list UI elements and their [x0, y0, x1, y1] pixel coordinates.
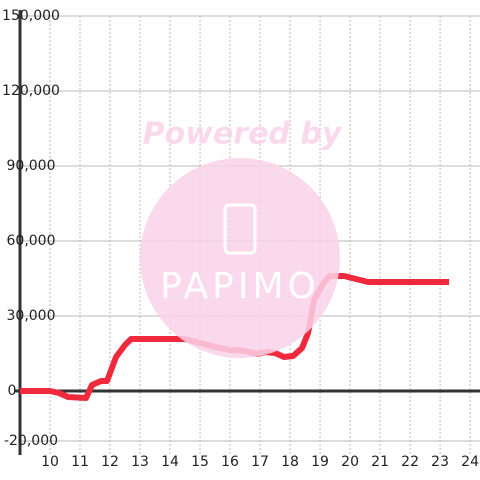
x-tick-label: 16	[221, 454, 239, 470]
x-tick-label: 19	[311, 454, 329, 470]
y-tick-label: 60,000	[7, 233, 56, 249]
x-tick-label: 18	[281, 454, 299, 470]
x-tick-label: 12	[101, 454, 119, 470]
x-tick-label: 20	[341, 454, 359, 470]
y-tick-label: -20,000	[4, 433, 58, 449]
x-tick-label: 23	[431, 454, 449, 470]
watermark-brand: PAPIMO	[160, 266, 320, 307]
x-tick-label: 15	[191, 454, 209, 470]
y-tick-label: 150,000	[2, 8, 60, 24]
y-tick-label: 0	[8, 383, 17, 399]
y-tick-label: 30,000	[7, 308, 56, 324]
x-tick-label: 13	[131, 454, 149, 470]
x-tick-label: 21	[371, 454, 389, 470]
y-tick-label: 120,000	[2, 83, 60, 99]
plot: 10 11 12 13 14 15 16 17 18 19 20 21 22 23 24 -20,000 0 30…	[2, 8, 480, 470]
watermark-top: Powered by	[143, 117, 343, 152]
x-tick-label: 11	[71, 454, 89, 470]
watermark-circle	[140, 158, 340, 358]
x-tick-label: 24	[461, 454, 479, 470]
x-tick-label: 22	[401, 454, 419, 470]
y-tick-label: 90,000	[7, 158, 56, 174]
x-tick-label: 10	[41, 454, 59, 470]
x-tick-label: 14	[161, 454, 179, 470]
watermark: Powered by PAPIMO	[140, 117, 343, 358]
x-tick-label: 17	[251, 454, 269, 470]
watermark-icon	[223, 203, 257, 255]
